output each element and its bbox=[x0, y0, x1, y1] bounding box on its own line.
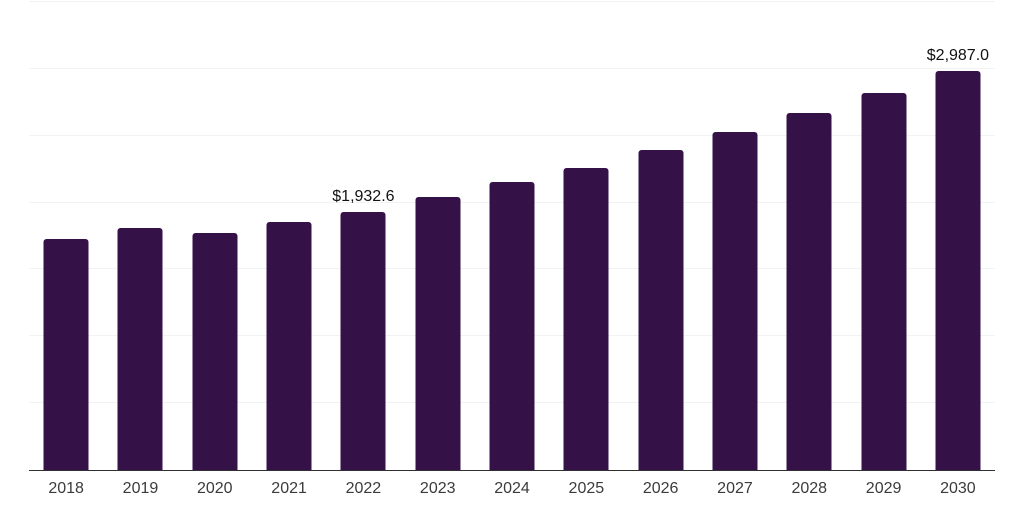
bar-2021 bbox=[266, 221, 312, 470]
x-tick-2022: 2022 bbox=[345, 480, 382, 497]
x-tick-2027: 2027 bbox=[717, 480, 753, 497]
bar-slot-2026 bbox=[624, 2, 698, 470]
x-axis-tick-row: 2018 2019 2020 2021 2022 2023 2024 2025 2026 2027… bbox=[29, 480, 995, 498]
x-tick-2019: 2019 bbox=[122, 480, 159, 497]
bar-2030 bbox=[935, 70, 981, 470]
gridline-3000 bbox=[29, 67, 995, 69]
bar-2028 bbox=[786, 112, 832, 470]
bar-2024 bbox=[489, 182, 535, 470]
bar-2022 bbox=[340, 211, 386, 470]
x-tick-2025: 2025 bbox=[568, 480, 605, 497]
bar-value-label-2022: $1,932.6 bbox=[332, 187, 395, 205]
bar-2020 bbox=[192, 233, 238, 470]
bar-slot-2030: $2,987.0 bbox=[921, 2, 995, 470]
x-tick-2028: 2028 bbox=[791, 480, 828, 497]
bar-2027 bbox=[712, 132, 758, 470]
x-tick-2030: 2030 bbox=[940, 480, 976, 497]
bar-value-label-2030: $2,987.0 bbox=[926, 46, 990, 64]
bar-slot-2022: $1,932.6 bbox=[326, 2, 400, 470]
bar-slot-2024 bbox=[475, 2, 549, 470]
bar-slot-2028 bbox=[772, 2, 846, 470]
bar-2025 bbox=[563, 167, 609, 470]
x-tick-2029: 2029 bbox=[865, 480, 902, 497]
x-tick-2023: 2023 bbox=[419, 480, 456, 497]
bar-slot-2029 bbox=[846, 2, 920, 470]
x-tick-2018: 2018 bbox=[48, 480, 84, 497]
bar-2029 bbox=[861, 92, 907, 470]
x-tick-2021: 2021 bbox=[271, 480, 307, 497]
gridline-2500 bbox=[29, 134, 995, 136]
bar-slot-2018 bbox=[29, 2, 103, 470]
plot-area: $1,932.6 $2,987.0 bbox=[29, 1, 995, 471]
bar-2019 bbox=[117, 228, 163, 470]
bar-2026 bbox=[638, 150, 684, 470]
x-tick-2024: 2024 bbox=[494, 480, 530, 497]
bar-2023 bbox=[415, 197, 461, 470]
bar-slot-2020 bbox=[178, 2, 252, 470]
gridline-3500 bbox=[29, 1, 995, 2]
bar-2018 bbox=[43, 239, 89, 470]
bar-slot-2027 bbox=[698, 2, 772, 470]
bar-slot-2023 bbox=[401, 2, 475, 470]
bar-slot-2025 bbox=[549, 2, 623, 470]
bars-layer: $1,932.6 $2,987.0 bbox=[29, 2, 995, 470]
bar-slot-2021 bbox=[252, 2, 326, 470]
x-tick-2026: 2026 bbox=[642, 480, 679, 497]
x-tick-2020: 2020 bbox=[196, 480, 233, 497]
bar-slot-2019 bbox=[103, 2, 177, 470]
